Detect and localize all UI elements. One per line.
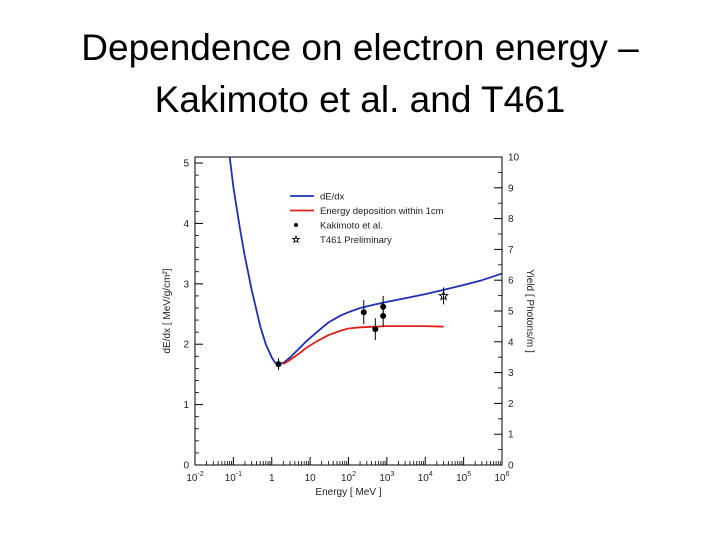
y2-axis-title: Yield [ Photons/m ] <box>524 269 535 353</box>
y2-tick-label: 0 <box>508 461 514 472</box>
legend-label: Kakimoto et al. <box>320 221 383 232</box>
x-tick-label: 10-2 <box>186 471 203 484</box>
y-axis-title: dE/dx [ MeV/g/cm²] <box>162 268 173 353</box>
plot-frame <box>194 156 503 466</box>
y-tick-label: 4 <box>183 219 189 230</box>
legend-label: dE/dx <box>320 192 345 203</box>
data-point-kakimoto <box>380 312 387 319</box>
data-point-t461 <box>438 290 450 301</box>
data-point-kakimoto <box>275 361 282 368</box>
y2-tick-label: 7 <box>508 245 514 256</box>
series-line-1 <box>282 325 444 365</box>
legend-label: Energy deposition within 1cm <box>320 206 444 217</box>
legend-marker-dot <box>294 223 298 227</box>
slide-title: Dependence on electron energy – Kakimoto… <box>0 22 720 126</box>
x-axis-title: Energy [ MeV ] <box>315 487 381 498</box>
y-tick-label: 5 <box>183 159 189 170</box>
title-line-1: Dependence on electron energy – <box>81 27 639 68</box>
y-tick-label: 2 <box>183 340 189 351</box>
y2-tick-label: 8 <box>508 214 514 225</box>
y2-tick-label: 6 <box>508 276 514 287</box>
x-tick-label: 103 <box>379 471 394 484</box>
legend-label: T461 Preliminary <box>320 235 392 246</box>
x-tick-label: 104 <box>418 471 433 484</box>
x-tick-label: 10 <box>305 473 317 484</box>
y2-tick-label: 5 <box>508 307 514 318</box>
legend-marker-star <box>291 234 301 244</box>
y2-tick-label: 10 <box>508 153 520 164</box>
series-line-0 <box>228 157 502 366</box>
y-tick-label: 1 <box>183 400 189 411</box>
y2-tick-label: 4 <box>508 337 514 348</box>
data-point-kakimoto <box>372 326 379 333</box>
y-tick-label: 3 <box>183 279 189 290</box>
y2-tick-label: 1 <box>508 430 514 441</box>
data-point-kakimoto <box>360 309 367 316</box>
y2-tick-label: 9 <box>508 183 514 194</box>
x-tick-label: 1 <box>269 473 275 484</box>
title-line-2: Kakimoto et al. and T461 <box>154 79 566 120</box>
x-tick-label: 10-1 <box>225 471 242 484</box>
x-tick-label: 105 <box>456 471 471 484</box>
x-tick-label: 102 <box>341 471 356 484</box>
x-tick-label: 106 <box>494 471 509 484</box>
y2-tick-label: 2 <box>508 399 514 410</box>
y2-tick-label: 3 <box>508 368 514 379</box>
y-tick-label: 0 <box>183 461 189 472</box>
